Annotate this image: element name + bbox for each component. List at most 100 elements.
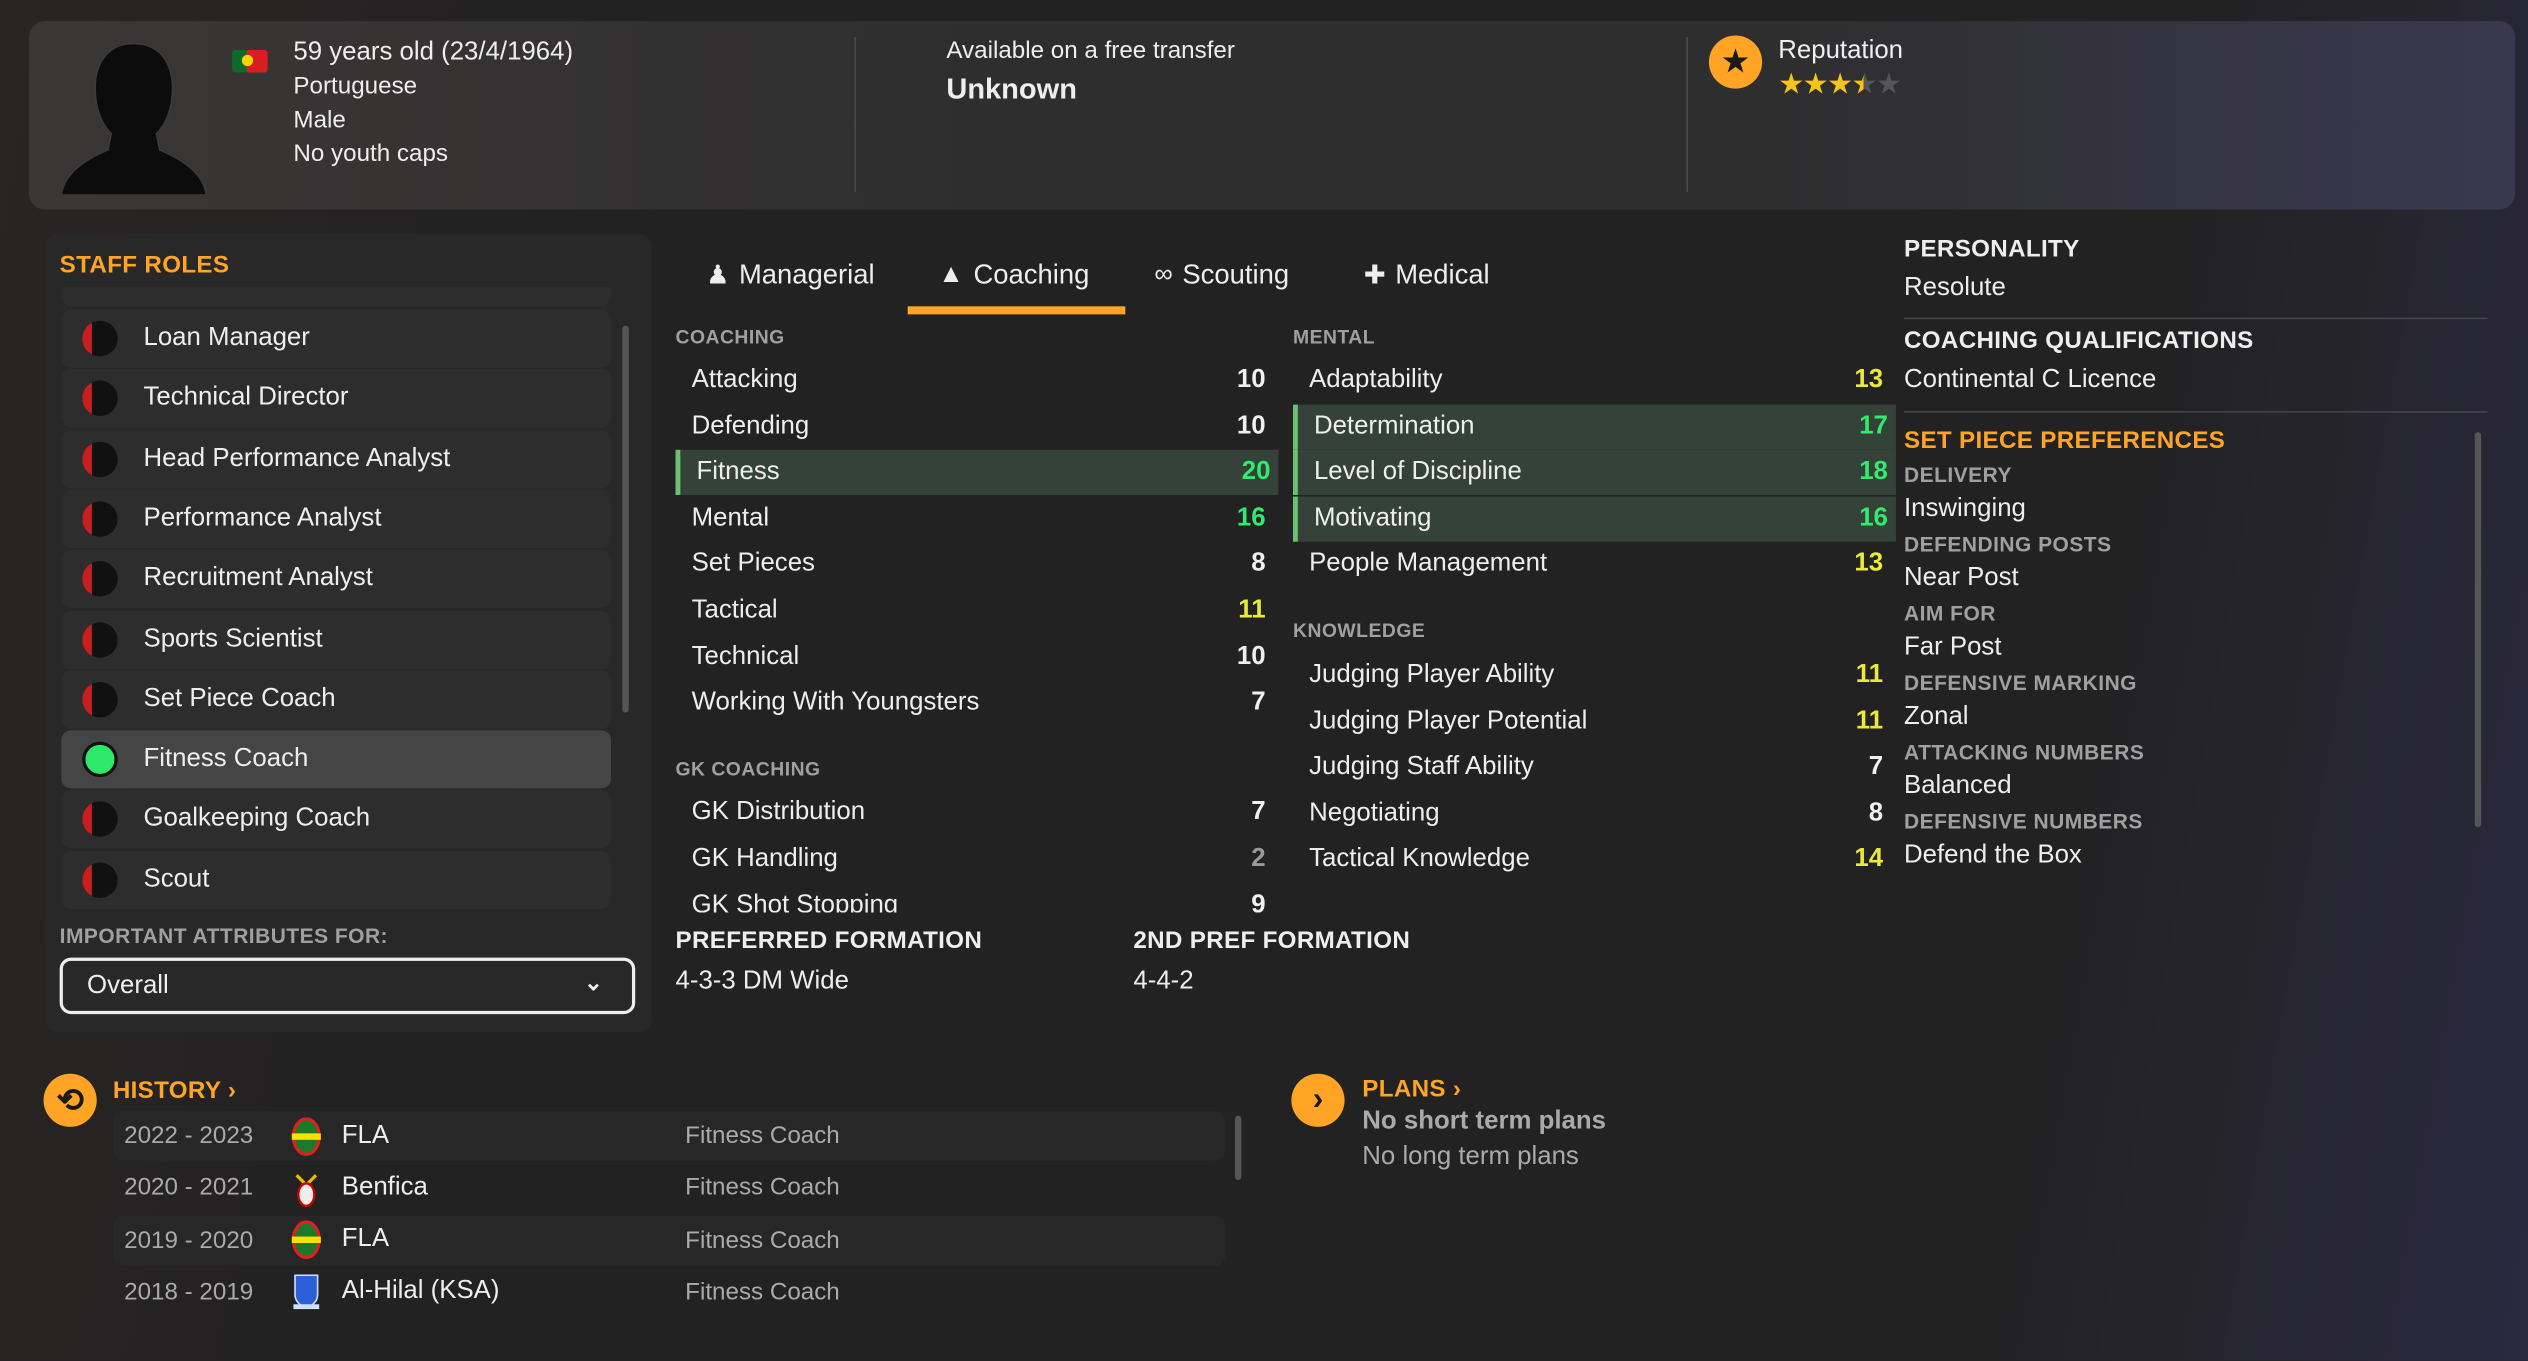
attribute-row: GK Shot Stopping 9 (676, 892, 1274, 913)
tab-scouting[interactable]: ∞ Scouting (1154, 255, 1289, 297)
club-crest-icon (290, 1273, 322, 1312)
role-rating-icon (82, 320, 118, 357)
attribute-value: 10 (1236, 642, 1266, 671)
staff-role-item[interactable]: Technical Director (61, 369, 612, 428)
attribute-row: Fitness 20 (675, 450, 1279, 496)
attribute-name: Defending (691, 412, 810, 440)
history-years: 2019 - 2020 (124, 1226, 254, 1254)
staff-role-label: Head Performance Analyst (143, 444, 451, 472)
active-tab-indicator (907, 306, 1126, 315)
history-role: Fitness Coach (685, 1122, 840, 1150)
set-piece-label: DEFENDING POSTS (1904, 532, 2112, 557)
set-piece-title: SET PIECE PREFERENCES (1904, 427, 2226, 455)
plans-title: PLANS (1362, 1075, 1446, 1103)
staff-role-item[interactable]: Loan Manager (61, 309, 612, 368)
staff-role-item[interactable]: Sports Scientist (61, 610, 612, 669)
staff-role-item[interactable]: Recruitment Analyst (61, 550, 612, 609)
managerial-icon: ♟ (706, 262, 730, 291)
staff-role-label: Loan Manager (143, 324, 310, 352)
history-row[interactable]: 2022 - 2023 FLA Fitness Coach (112, 1110, 1226, 1161)
coaching-section-title: COACHING (675, 325, 785, 349)
tab-label: Medical (1395, 259, 1490, 291)
role-rating-icon (82, 801, 118, 838)
plans-link[interactable]: PLANS › (1362, 1075, 1462, 1103)
whistle-icon: ▲ (938, 261, 964, 289)
set-piece-value: Balanced (1904, 772, 2012, 800)
set-piece-value: Zonal (1904, 702, 1969, 731)
attribute-row: Judging Staff Ability 7 (1293, 745, 1891, 790)
staff-role-label: Scout (143, 865, 210, 893)
age-text: 59 years old (23/4/1964) (293, 38, 574, 67)
profile-header (29, 20, 2516, 210)
role-rating-icon (82, 621, 118, 657)
staff-role-label: Fitness Coach (143, 744, 309, 773)
staff-role-item[interactable]: Scout (61, 850, 612, 909)
history-club[interactable]: FLA (341, 1225, 390, 1253)
list-item-cut (61, 286, 612, 307)
history-club[interactable]: FLA (341, 1121, 390, 1149)
history-row[interactable]: 2020 - 2021 Benfica Fitness Coach (113, 1163, 1225, 1213)
attribute-name: GK Distribution (691, 798, 866, 826)
history-club[interactable]: Al-Hilal (KSA) (341, 1277, 500, 1305)
staff-role-item[interactable]: Head Performance Analyst (61, 429, 612, 488)
portugal-flag-icon (232, 49, 268, 73)
tab-label: Scouting (1182, 259, 1290, 291)
attribute-value: 7 (1868, 753, 1884, 781)
history-years: 2018 - 2019 (124, 1278, 254, 1306)
reputation-star: ★ (1875, 67, 1902, 100)
attribute-name: Tactical (691, 596, 778, 624)
staff-role-item[interactable]: Set Piece Coach (61, 670, 612, 729)
history-title: HISTORY (112, 1076, 221, 1105)
attribute-value: 11 (1855, 707, 1884, 735)
personality-value: Resolute (1904, 274, 2006, 302)
history-club[interactable]: Benfica (341, 1173, 428, 1201)
attribute-value: 8 (1251, 550, 1266, 578)
attribute-name: Negotiating (1309, 799, 1440, 827)
history-link[interactable]: HISTORY › (112, 1076, 237, 1105)
history-row[interactable]: 2018 - 2019 Al-Hilal (KSA) Fitness Coach (113, 1267, 1225, 1317)
knowledge-section-title: KNOWLEDGE (1292, 619, 1426, 642)
youth-caps-text: No youth caps (293, 140, 449, 168)
attribute-name: GK Handling (691, 844, 838, 872)
role-rating-icon (82, 681, 118, 718)
staff-role-label: Sports Scientist (143, 624, 323, 653)
attribute-value: 7 (1251, 688, 1266, 717)
medical-kit-icon: ✚ (1363, 262, 1386, 291)
divider (854, 37, 857, 192)
set-piece-label: AIM FOR (1904, 601, 1996, 626)
important-attributes-label: IMPORTANT ATTRIBUTES FOR: (59, 923, 389, 948)
attribute-row: Level of Discipline 18 (1292, 450, 1896, 496)
attribute-name: Working With Youngsters (691, 688, 980, 717)
set-piece-preference: DELIVERY Inswinging (1904, 463, 2484, 524)
tab-managerial[interactable]: ♟ Managerial (706, 255, 874, 297)
attribute-value: 20 (1241, 458, 1271, 486)
attribute-name: Tactical Knowledge (1309, 845, 1530, 873)
attribute-row: Negotiating 8 (1293, 791, 1891, 836)
club-crest-icon (290, 1169, 322, 1208)
attribute-name: Fitness (696, 458, 780, 486)
set-piece-scrollbar[interactable] (2474, 432, 2482, 828)
attribute-value: 17 (1859, 412, 1888, 440)
attribute-value: 10 (1236, 412, 1266, 440)
important-attributes-dropdown[interactable]: Overall ⌄ (59, 957, 636, 1015)
attribute-value: 18 (1859, 458, 1888, 486)
staff-role-item[interactable]: Goalkeeping Coach (61, 790, 612, 849)
roles-scrollbar[interactable] (622, 325, 629, 713)
attribute-row: Judging Player Potential 11 (1293, 699, 1891, 744)
chevron-down-icon: ⌄ (584, 968, 603, 995)
attribute-value: 11 (1238, 596, 1266, 624)
staff-role-item[interactable]: Fitness Coach (61, 730, 612, 789)
attribute-name: Motivating (1313, 504, 1432, 532)
attribute-row: Tactical Knowledge 14 (1293, 837, 1891, 882)
staff-role-item[interactable]: Performance Analyst (61, 489, 612, 548)
set-piece-label: ATTACKING NUMBERS (1904, 739, 2145, 765)
set-piece-preferences: SET PIECE PREFERENCES DELIVERY Inswinging… (1904, 419, 2484, 912)
history-row[interactable]: 2019 - 2020 FLA Fitness Coach (112, 1214, 1226, 1265)
nationality-text: Portuguese (293, 72, 418, 100)
role-rating-icon (82, 441, 118, 477)
binoculars-icon: ∞ (1154, 261, 1173, 289)
tab-coaching[interactable]: ▲ Coaching (938, 255, 1089, 297)
tab-medical[interactable]: ✚ Medical (1364, 255, 1490, 297)
history-scrollbar[interactable] (1234, 1115, 1242, 1181)
qualifications-label: COACHING QUALIFICATIONS (1904, 327, 2254, 355)
